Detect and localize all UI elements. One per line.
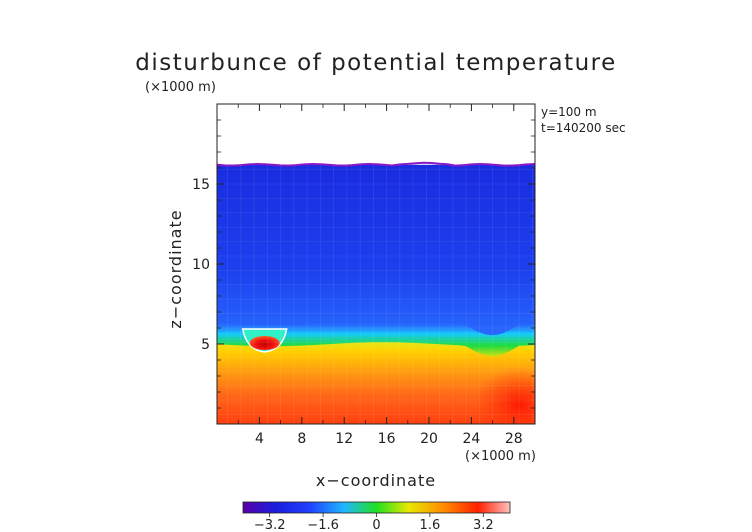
colorbar-ticks: −3.2 −1.6 0 1.6 3.2 [254,513,494,532]
colorbar-tick-label: 3.2 [473,518,494,532]
warm-bubble-core [249,336,280,350]
info-line-y: y=100 m [541,105,597,119]
x-tick-label: 24 [462,431,480,447]
temperature-field [217,161,535,424]
x-tick-label: 20 [420,431,438,447]
x-tick-label: 8 [297,431,306,447]
y-tick-label: 10 [192,257,210,273]
x-axis-label: x−coordinate [316,471,436,490]
y-tick-label: 15 [192,177,210,193]
hot-corner-region [474,366,535,424]
info-line-t: t=140200 sec [541,121,626,135]
y-axis-label: z−coordinate [166,209,185,328]
y-axis-ticks: 5 10 15 [192,119,535,409]
upper-cold-layer [217,164,535,342]
top-surface-line [217,161,535,167]
x-tick-label: 4 [255,431,264,447]
x-tick-label: 16 [378,431,396,447]
chart-title: disturbunce of potential temperature [135,50,617,76]
colorbar-tick-label: −1.6 [307,518,339,532]
x-tick-label: 28 [505,431,523,447]
x-axis-units: (×1000 m) [465,449,536,464]
y-tick-label: 5 [201,337,210,353]
colorbar-tick-label: −3.2 [254,518,286,532]
y-units-label: (×1000 m) [145,80,216,95]
colorbar-tick-label: 0 [372,518,380,532]
x-tick-label: 12 [335,431,353,447]
transition-band [217,321,535,357]
lower-warm-layer [217,341,535,424]
x-axis-ticks: 4 8 12 16 20 24 28 [237,104,523,447]
colorbar-tick-label: 1.6 [420,518,441,532]
colorbar [242,501,511,514]
